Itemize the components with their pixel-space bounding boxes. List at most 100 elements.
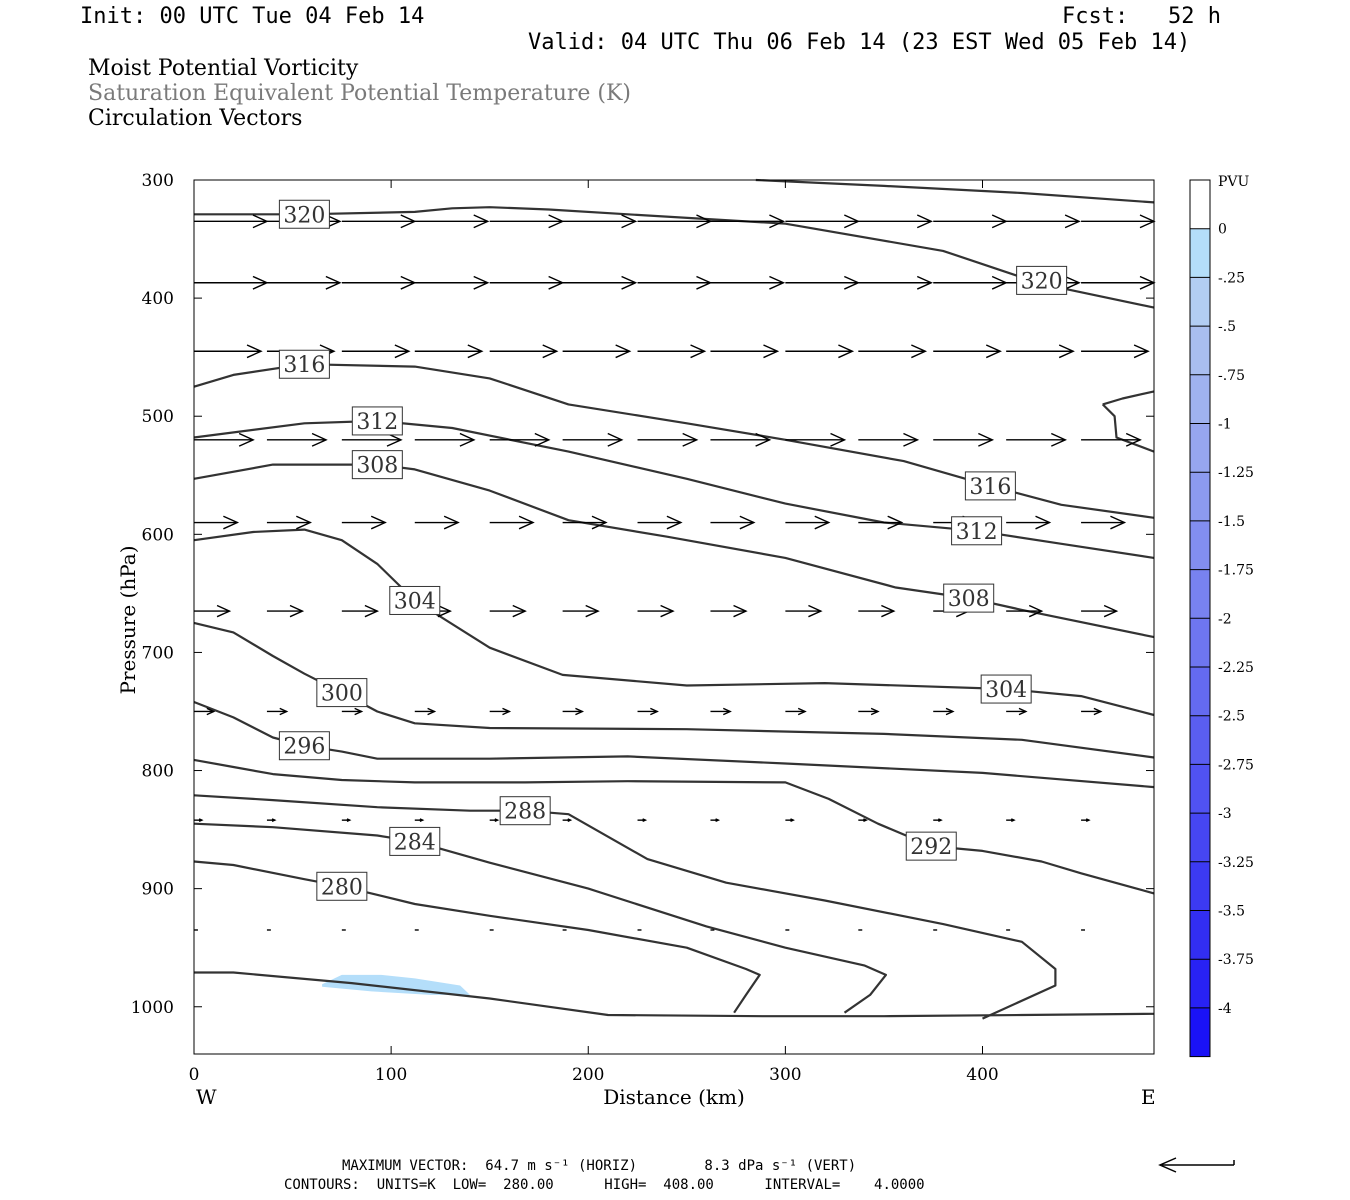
- vector-head: [945, 707, 955, 716]
- colorbar-swatch: [1190, 472, 1210, 521]
- contour-label-text: 308: [356, 454, 398, 479]
- colorbar-tick-label: -.5: [1218, 319, 1236, 335]
- circulation-vector: [785, 604, 823, 618]
- circulation-vector: [637, 432, 699, 447]
- x-tick-label: 100: [375, 1065, 407, 1085]
- vector-head: [216, 604, 232, 618]
- contour-label-text: 288: [504, 800, 546, 825]
- contour-label: 316: [278, 349, 330, 379]
- contour-label-text: 316: [283, 353, 325, 378]
- circulation-vector: [637, 344, 707, 359]
- vector-head: [473, 275, 490, 290]
- contour-label-box: [278, 349, 330, 379]
- contour-label-text: 320: [283, 203, 325, 228]
- vector-head: [346, 818, 352, 823]
- circulation-vector: [710, 432, 772, 447]
- vector-head: [733, 604, 748, 618]
- circulation-vector: [1081, 515, 1127, 530]
- y-tick-label: 800: [142, 762, 174, 782]
- contour-label-box: [943, 583, 995, 613]
- contour-label-text: 320: [1021, 269, 1063, 294]
- contour-label-text: 300: [321, 682, 363, 707]
- y-tick-label: 500: [142, 407, 174, 427]
- contour-label-box: [316, 871, 368, 901]
- contour-label: 312: [951, 516, 1003, 546]
- vector-head: [1064, 275, 1081, 290]
- colorbar-tick-label: -1: [1218, 417, 1232, 433]
- colorbar-swatch: [1190, 959, 1210, 1008]
- circulation-vector: [1081, 214, 1156, 229]
- colorbar-swatch: [1190, 715, 1210, 765]
- vector-head: [916, 214, 933, 229]
- vector-head: [870, 707, 880, 716]
- vector-head: [911, 344, 928, 359]
- vector-head: [311, 432, 328, 447]
- colorbar-swatch: [1190, 326, 1210, 375]
- circulation-vector: [1081, 275, 1156, 290]
- circulation-vector: [414, 275, 490, 290]
- circulation-vector: [1006, 818, 1016, 823]
- vector-head: [238, 432, 255, 447]
- contour-label: 308: [351, 450, 403, 480]
- contour-label-box: [351, 406, 403, 436]
- colorbar-tick-label: -3.5: [1218, 904, 1245, 920]
- contour-label-text: 296: [283, 735, 325, 760]
- vector-head: [1028, 604, 1044, 618]
- circulation-vector: [785, 275, 861, 290]
- vector-head: [325, 275, 342, 290]
- pv-shading-layer: [322, 974, 470, 995]
- vector-head: [271, 818, 277, 823]
- colorbar-swatch: [1190, 277, 1210, 327]
- circulation-vector: [562, 432, 624, 447]
- max-vector-note: MAXIMUM VECTOR: 64.7 m s⁻¹ (HORIZ) 8.3 d…: [342, 1158, 857, 1174]
- vector-head: [769, 275, 786, 290]
- contour-label-box: [351, 450, 403, 480]
- colorbar-swatch: [1190, 1007, 1210, 1057]
- circulation-vector: [562, 818, 573, 823]
- circulation-vector: [341, 604, 380, 618]
- valid-label: Valid: 04 UTC Thu 06 Feb 14 (23 EST Wed …: [528, 30, 1191, 55]
- colorbar-swatch: [1190, 618, 1210, 667]
- east-label: E: [1141, 1085, 1156, 1109]
- circulation-vector: [1006, 604, 1044, 618]
- circulation-vector: [414, 344, 484, 359]
- vector-head: [1103, 604, 1119, 618]
- circulation-vector: [266, 275, 342, 290]
- vector-head: [534, 432, 551, 447]
- circulation-vector: [266, 515, 313, 530]
- circulation-vector: [933, 818, 943, 823]
- circulation-vector: [341, 432, 403, 447]
- vector-head: [769, 214, 786, 229]
- circulation-vector: [710, 214, 786, 229]
- circulation-vector: [489, 707, 512, 716]
- vector-head: [502, 707, 512, 716]
- vector-head: [715, 818, 721, 823]
- contour-label-text: 312: [356, 410, 398, 435]
- circulation-vector: [414, 707, 437, 716]
- vector-head: [808, 604, 823, 618]
- circulation-vector: [1081, 432, 1142, 447]
- circulation-vector: [489, 818, 500, 823]
- init-label: Init: 00 UTC Tue 04 Feb 14: [80, 4, 425, 29]
- colorbar-swatch: [1190, 180, 1210, 229]
- circulation-vector: [933, 275, 1008, 290]
- vector-head: [585, 604, 600, 618]
- vector-head: [887, 515, 904, 530]
- vector-head: [354, 707, 364, 716]
- vector-head: [443, 515, 460, 530]
- vector-head: [1085, 818, 1091, 823]
- circulation-vector: [710, 515, 756, 530]
- contour-label: 320: [1016, 265, 1068, 295]
- vector-head: [394, 344, 411, 359]
- isentrope-292: [193, 758, 1155, 895]
- circulation-vector: [266, 604, 305, 618]
- circulation-vector: [858, 707, 880, 716]
- isentrope-316: [1101, 403, 1155, 453]
- vector-head: [289, 604, 305, 618]
- circulation-vector: [562, 707, 585, 716]
- vector-head: [1110, 515, 1127, 530]
- circulation-vector: [194, 432, 255, 447]
- contour-label-box: [951, 516, 1003, 546]
- title-theta-es: Saturation Equivalent Potential Temperat…: [88, 81, 631, 106]
